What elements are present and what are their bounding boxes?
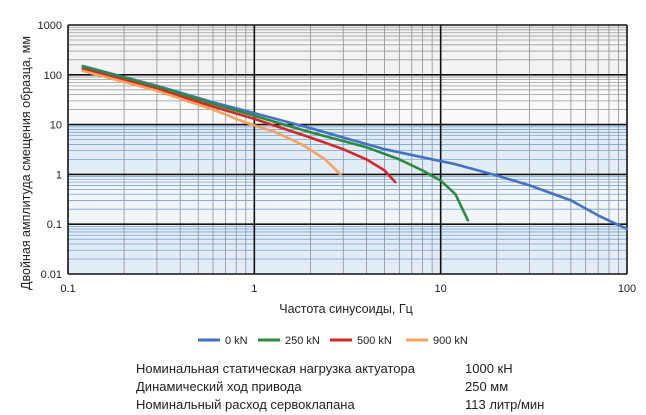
y-tick-label: 0.1 [47, 219, 62, 231]
series-line-900-kn [81, 69, 342, 176]
decade-band [68, 224, 627, 274]
legend-label: 250 kN [285, 335, 320, 347]
decade-band [68, 25, 627, 75]
legend: 0 kN 250 kN 500 kN 900 kN [198, 335, 468, 347]
series-line-250-kn [81, 65, 470, 222]
decade-band [68, 174, 627, 225]
series-line-0-kn [81, 64, 629, 231]
legend-label: 900 kN [433, 335, 468, 347]
spec-row: Динамический ход привода 250 мм [136, 378, 636, 396]
decade-band [68, 124, 627, 175]
x-tick-label: 0.1 [60, 283, 75, 295]
x-axis-title: Частота синусоиды, Гц [279, 302, 413, 316]
spec-label-flow: Номинальный расход сервоклапана [136, 397, 355, 412]
plot-area [68, 25, 627, 274]
decade-band [68, 74, 627, 125]
spec-value-static-load: 1000 кН [465, 361, 513, 376]
spec-row: Номинальный расход сервоклапана 113 литр… [136, 396, 636, 414]
plot-background [68, 25, 627, 274]
spec-value-flow: 113 литр/мин [465, 397, 545, 412]
legend-label: 0 kN [225, 335, 248, 347]
y-tick-label: 10 [50, 120, 62, 132]
chart: 0.1 1 10 100 0.01 0.1 1 10 100 1000 Частота синус… [19, 20, 637, 347]
y-tick-label: 1 [56, 169, 62, 181]
tick-labels: 0.1 1 10 100 0.01 0.1 1 10 100 1000 [38, 20, 637, 295]
series-layer [81, 64, 629, 231]
x-tick-label: 10 [435, 283, 447, 295]
specs-table: Номинальная статическая нагрузка актуато… [136, 360, 636, 414]
series-line-500-kn [81, 67, 397, 184]
y-tick-label: 1000 [38, 20, 62, 32]
grid-major [67, 24, 628, 275]
spec-row: Номинальная статическая нагрузка актуато… [136, 360, 636, 378]
spec-value-stroke: 250 мм [465, 379, 509, 394]
x-tick-label: 1 [251, 283, 257, 295]
y-axis-title: Двойная амплитуда смещения образца, мм [19, 36, 33, 290]
spec-label-stroke: Динамический ход привода [136, 379, 302, 394]
spec-label-static-load: Номинальная статическая нагрузка актуато… [136, 361, 415, 376]
x-tick-label: 100 [618, 283, 636, 295]
y-tick-label: 0.01 [41, 269, 62, 281]
legend-label: 500 kN [357, 335, 392, 347]
y-tick-label: 100 [44, 70, 62, 82]
